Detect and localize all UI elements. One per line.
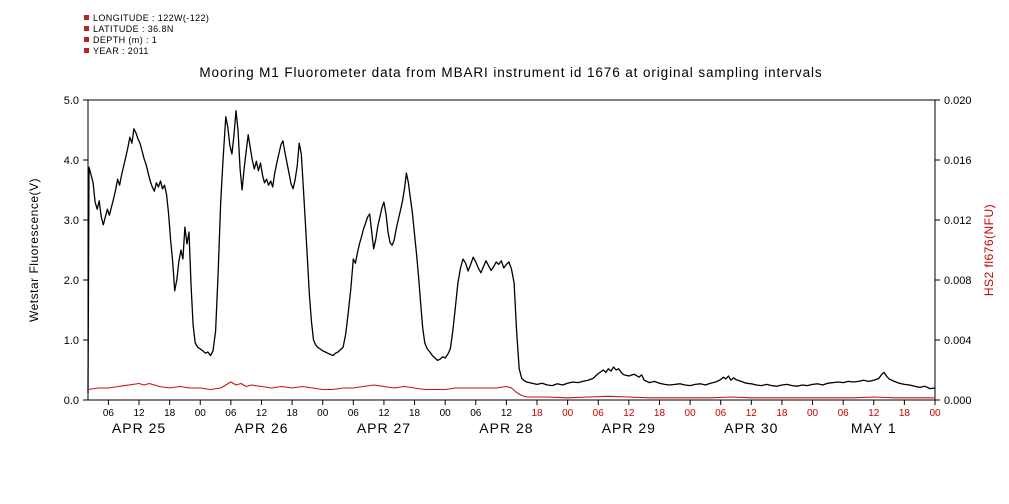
x-day-label: MAY 1 xyxy=(851,420,897,436)
x-hour-label: 06 xyxy=(103,408,115,419)
left-y-tick-label: 3.0 xyxy=(64,215,79,227)
x-hour-label: 06 xyxy=(593,408,605,419)
x-hour-label: 12 xyxy=(868,408,880,419)
header-line-year: YEAR : 2011 xyxy=(84,45,209,56)
x-hour-label: 12 xyxy=(378,408,390,419)
header-depth-text: DEPTH (m) : 1 xyxy=(93,34,158,45)
x-hour-label: 12 xyxy=(501,408,513,419)
x-hour-label: 18 xyxy=(287,408,299,419)
right-y-tick-label: 0.012 xyxy=(944,215,972,227)
header-latitude-text: LATITUDE : 36.8N xyxy=(93,23,174,34)
left-y-tick-label: 5.0 xyxy=(64,95,79,107)
x-day-label: APR 30 xyxy=(724,420,778,436)
header-marker-icon xyxy=(84,48,89,53)
x-hour-label: 00 xyxy=(440,408,452,419)
right-y-tick-label: 0.008 xyxy=(944,275,972,287)
header-block: LONGITUDE : 122W(-122) LATITUDE : 36.8N … xyxy=(84,12,209,56)
x-hour-label: 18 xyxy=(899,408,911,419)
plot-frame xyxy=(87,99,936,401)
x-hour-label: 00 xyxy=(929,408,941,419)
x-hour-label: 18 xyxy=(654,408,666,419)
x-day-label: APR 27 xyxy=(357,420,411,436)
x-hour-label: 06 xyxy=(715,408,727,419)
x-hour-label: 12 xyxy=(623,408,635,419)
x-day-label: APR 26 xyxy=(234,420,288,436)
right-y-tick-label: 0.000 xyxy=(944,395,972,407)
x-hour-label: 06 xyxy=(470,408,482,419)
x-hour-label: 06 xyxy=(838,408,850,419)
left-y-tick-label: 0.0 xyxy=(64,395,79,407)
x-hour-label: 12 xyxy=(133,408,145,419)
x-hour-label: 18 xyxy=(164,408,176,419)
left-y-tick-label: 4.0 xyxy=(64,155,79,167)
header-line-longitude: LONGITUDE : 122W(-122) xyxy=(84,12,209,23)
x-hour-label: 00 xyxy=(195,408,207,419)
x-day-label: APR 28 xyxy=(479,420,533,436)
right-y-tick-label: 0.020 xyxy=(944,95,972,107)
header-marker-icon xyxy=(84,26,89,31)
x-hour-label: 00 xyxy=(317,408,329,419)
header-longitude-text: LONGITUDE : 122W(-122) xyxy=(93,12,210,23)
x-day-label: APR 25 xyxy=(112,420,166,436)
header-marker-icon xyxy=(84,37,89,42)
x-hour-label: 00 xyxy=(562,408,574,419)
x-hour-label: 00 xyxy=(685,408,697,419)
series-line-hs2 xyxy=(87,381,936,399)
header-marker-icon xyxy=(84,15,89,20)
left-y-tick-label: 2.0 xyxy=(64,275,79,287)
chart-title: Mooring M1 Fluorometer data from MBARI i… xyxy=(199,65,823,80)
x-hour-label: 18 xyxy=(531,408,543,419)
x-hour-label: 18 xyxy=(409,408,421,419)
series-line-wetstar xyxy=(87,110,936,394)
right-y-tick-label: 0.004 xyxy=(944,335,972,347)
header-line-latitude: LATITUDE : 36.8N xyxy=(84,23,209,34)
left-y-tick-label: 1.0 xyxy=(64,335,79,347)
x-hour-label: 18 xyxy=(776,408,788,419)
x-hour-label: 00 xyxy=(807,408,819,419)
header-year-text: YEAR : 2011 xyxy=(93,45,149,56)
x-day-label: APR 29 xyxy=(602,420,656,436)
x-hour-label: 06 xyxy=(348,408,360,419)
right-y-tick-label: 0.016 xyxy=(944,155,972,167)
header-line-depth: DEPTH (m) : 1 xyxy=(84,34,209,45)
x-hour-label: 12 xyxy=(256,408,268,419)
x-hour-label: 12 xyxy=(746,408,758,419)
x-hour-label: 06 xyxy=(225,408,237,419)
